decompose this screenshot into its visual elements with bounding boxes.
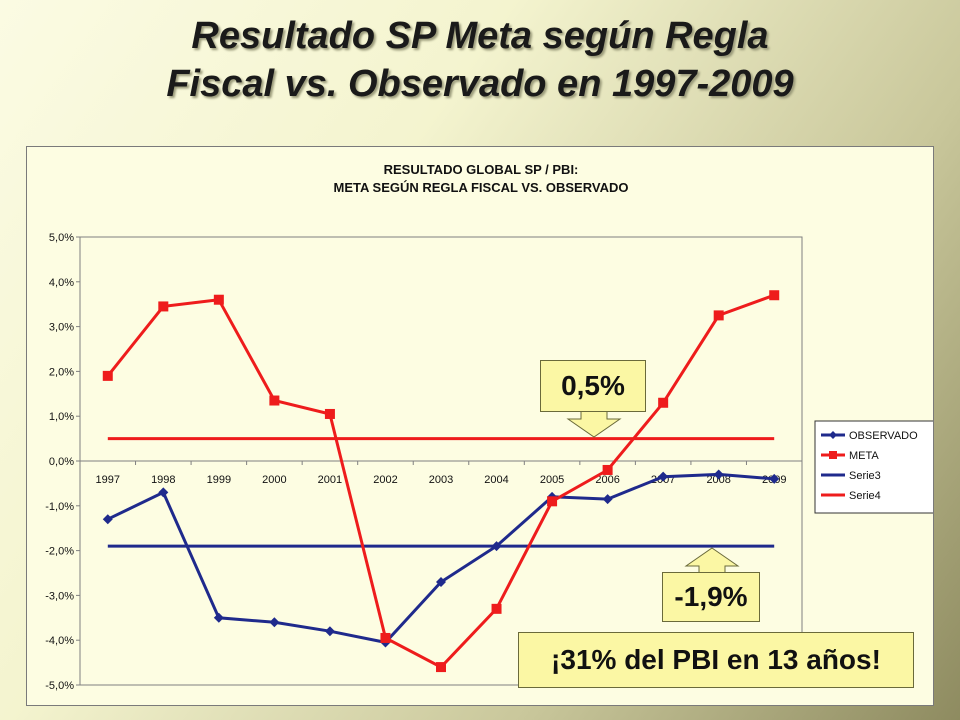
x-tick-label: 2001	[318, 474, 342, 486]
point-observado	[658, 471, 669, 482]
legend-label: Serie4	[849, 490, 881, 502]
point-meta	[324, 408, 335, 419]
y-tick-label: 1,0%	[49, 411, 74, 423]
legend-marker	[829, 431, 837, 439]
point-meta	[491, 603, 502, 614]
point-observado	[269, 617, 280, 628]
chart-frame: RESULTADO GLOBAL SP / PBI: META SEGÚN RE…	[26, 146, 934, 706]
point-meta	[158, 301, 169, 312]
point-observado	[158, 487, 169, 498]
point-observado	[436, 576, 446, 587]
y-tick-label: -5,0%	[45, 680, 74, 692]
x-tick-label: 1998	[151, 474, 175, 486]
point-meta	[713, 310, 724, 321]
point-meta	[102, 370, 113, 381]
line-chart: RESULTADO GLOBAL SP / PBI: META SEGÚN RE…	[45, 162, 933, 692]
x-tick-label: 2000	[262, 474, 286, 486]
x-tick-label: 2002	[373, 474, 397, 486]
x-tick-label: 2006	[595, 474, 619, 486]
point-meta	[547, 496, 558, 507]
point-meta	[658, 397, 669, 408]
summary-callout: ¡31% del PBI en 13 años!	[518, 632, 914, 688]
chart-title-line2: META SEGÚN REGLA FISCAL VS. OBSERVADO	[334, 180, 629, 195]
y-tick-label: 3,0%	[49, 322, 74, 334]
point-observado	[491, 541, 502, 552]
y-tick-label: 2,0%	[49, 366, 74, 378]
point-meta	[769, 290, 780, 301]
y-tick-label: -3,0%	[45, 590, 74, 602]
point-observado	[602, 494, 613, 505]
point-meta	[380, 632, 391, 643]
x-tick-label: 2003	[429, 474, 453, 486]
legend-label: OBSERVADO	[849, 430, 918, 442]
point-meta	[436, 662, 446, 673]
y-tick-label: 0,0%	[49, 456, 74, 468]
point-observado	[769, 473, 780, 484]
y-tick-label: -2,0%	[45, 546, 74, 558]
slide-title-line1: Resultado SP Meta según Regla	[191, 15, 769, 57]
y-tick-label: -4,0%	[45, 635, 74, 647]
up-arrow-icon	[684, 547, 740, 574]
legend-marker	[829, 451, 837, 459]
chart-title-line1: RESULTADO GLOBAL SP / PBI:	[384, 162, 579, 177]
meta-rule-callout: 0,5%	[540, 360, 646, 412]
slide-title-line2: Fiscal vs. Observado en 1997-2009	[166, 63, 794, 105]
x-tick-label: 2005	[540, 474, 564, 486]
point-observado	[324, 626, 335, 637]
legend-label: Serie3	[849, 470, 881, 482]
y-tick-label: 4,0%	[49, 277, 74, 289]
y-tick-label: -1,0%	[45, 501, 74, 513]
x-tick-label: 1997	[96, 474, 120, 486]
point-meta	[602, 464, 613, 475]
x-tick-label: 2008	[706, 474, 730, 486]
x-tick-label: 2004	[484, 474, 508, 486]
point-observado	[213, 612, 224, 623]
point-observado	[713, 469, 724, 480]
legend-label: META	[849, 450, 879, 462]
point-meta	[213, 294, 224, 305]
point-observado	[102, 514, 113, 525]
down-arrow-icon	[566, 411, 622, 438]
observed-avg-callout: -1,9%	[662, 572, 760, 622]
x-tick-label: 1999	[207, 474, 231, 486]
slide-title: Resultado SP Meta según Regla Fiscal vs.…	[0, 12, 960, 108]
point-meta	[269, 395, 280, 406]
y-tick-label: 5,0%	[49, 232, 74, 244]
